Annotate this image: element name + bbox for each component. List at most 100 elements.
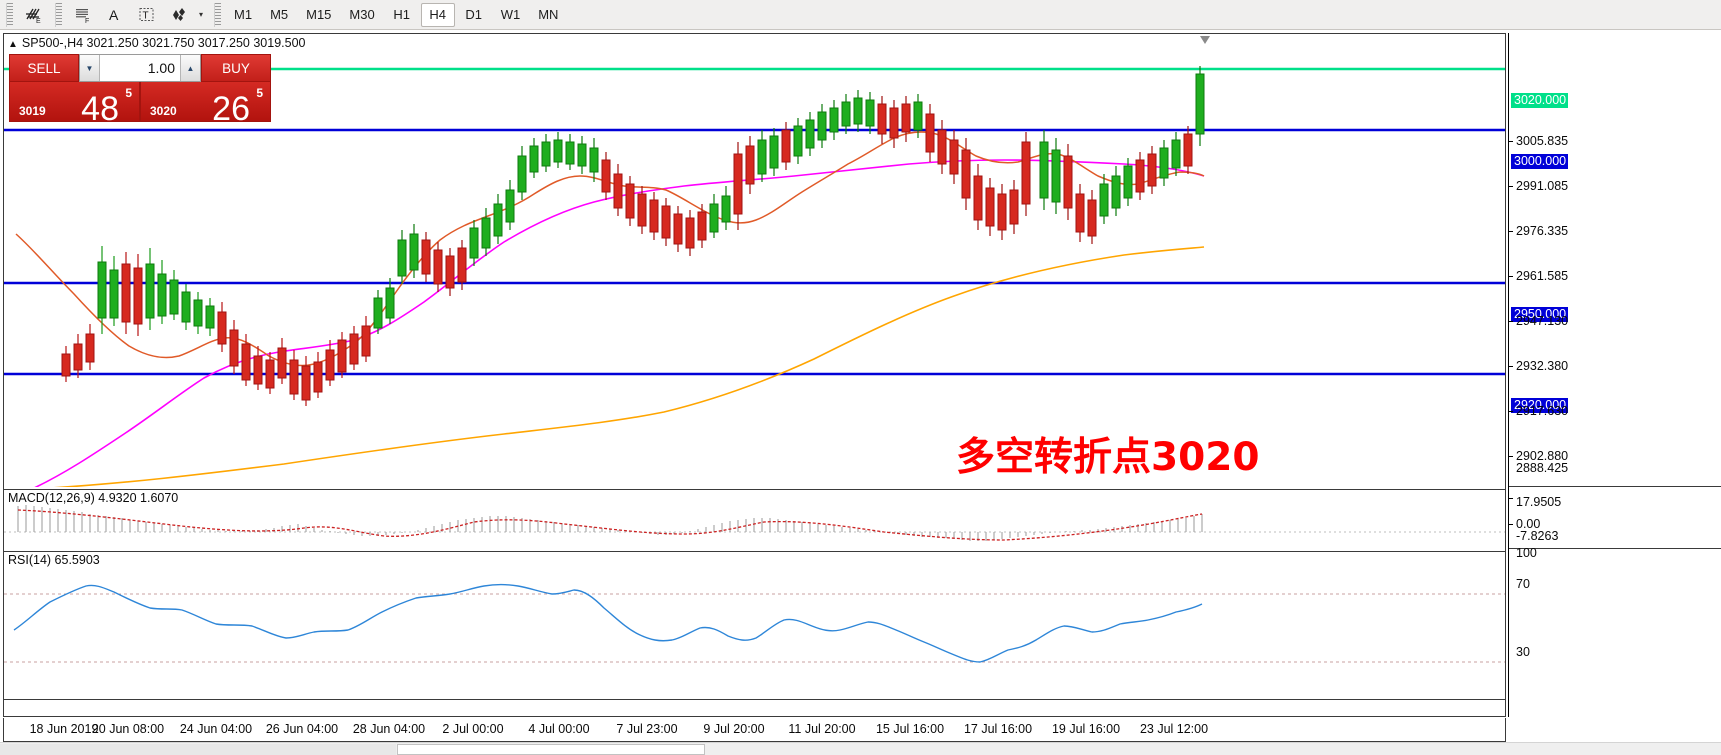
rsi-label: RSI(14) 65.5903 <box>8 553 100 567</box>
price-label-2976: 2976.335 <box>1516 224 1569 238</box>
rsi-line <box>13 583 1203 663</box>
indicator-list-icon[interactable]: F <box>68 2 98 28</box>
time-label: 4 Jul 00:00 <box>528 722 590 736</box>
scrollbar-thumb[interactable] <box>397 744 705 755</box>
time-axis[interactable]: 18 Jun 2019 20 Jun 08:00 24 Jun 04:00 26… <box>3 718 1506 742</box>
svg-text:A: A <box>109 7 119 23</box>
chart-collapse-triangle-icon[interactable]: ▲ <box>8 39 18 50</box>
time-label: 11 Jul 20:00 <box>788 722 856 736</box>
ask-price-main: 26 <box>212 90 250 122</box>
price-axis[interactable]: 3020.000 3000.000 2950.000 2920.000 3005… <box>1508 33 1721 717</box>
price-badge-3020: 3020.000 <box>1511 93 1569 108</box>
price-tick <box>1509 231 1513 232</box>
one-click-trading-price-row: 3019 48 5 3020 26 5 <box>9 82 271 122</box>
time-label: 17 Jul 16:00 <box>963 722 1033 736</box>
objects-dropdown-caret-icon[interactable]: ▾ <box>198 10 203 19</box>
axis-separator-rsi <box>1509 548 1721 549</box>
macd-scale-max: 17.9505 <box>1516 495 1562 509</box>
macd-pane[interactable]: MACD(12,26,9) 4.9320 1.6070 <box>4 489 1505 549</box>
timeframe-m5[interactable]: M5 <box>270 7 289 22</box>
price-badge-2920: 2920.000 <box>1511 398 1569 413</box>
rsi-chart-svg <box>4 552 1505 698</box>
objects-icon[interactable] <box>164 2 194 28</box>
timeframe-h1[interactable]: H1 <box>393 7 411 22</box>
ask-price-block[interactable]: 3020 26 5 <box>140 82 271 122</box>
timeframe-d1[interactable]: D1 <box>465 7 483 22</box>
toolbar-grip-2[interactable] <box>55 2 62 27</box>
text-box-icon[interactable]: T <box>132 2 162 28</box>
chart-quote-text: SP500-,H4 3021.250 3021.750 3017.250 301… <box>21 36 306 50</box>
macd-signal-line <box>17 509 1203 541</box>
price-tick <box>1509 411 1513 412</box>
svg-text:E: E <box>36 18 41 25</box>
svg-text:F: F <box>85 18 89 25</box>
time-label: 15 Jul 16:00 <box>875 722 945 736</box>
price-label-2888: 2888.425 <box>1516 461 1569 475</box>
axis-separator-macd <box>1509 486 1721 487</box>
chart-quote-line: ▲ SP500-,H4 3021.250 3021.750 3017.250 30… <box>8 36 306 50</box>
price-label-2932: 2932.380 <box>1516 359 1569 373</box>
time-label: 23 Jul 12:00 <box>1139 722 1209 736</box>
macd-histogram <box>17 505 1203 541</box>
price-tick <box>1509 498 1513 499</box>
price-tick <box>1509 141 1513 142</box>
scrollbar-track[interactable] <box>0 744 396 755</box>
time-label: 28 Jun 04:00 <box>352 722 426 736</box>
volume-increase-icon[interactable]: ▲ <box>180 55 200 81</box>
macd-scale-min: -7.8263 <box>1516 529 1559 543</box>
ma-medium-line <box>34 159 1205 487</box>
volume-decrease-icon[interactable]: ▼ <box>80 55 100 81</box>
price-label-2902: 2902.880 <box>1516 449 1569 463</box>
chart-frame[interactable]: ▲ SP500-,H4 3021.250 3021.750 3017.250 30… <box>3 33 1506 717</box>
rsi-scale-30: 30 <box>1516 645 1530 659</box>
timeframe-m30[interactable]: M30 <box>349 7 375 22</box>
timeframe-mn[interactable]: MN <box>538 7 559 22</box>
timeframe-m1[interactable]: M1 <box>234 7 253 22</box>
time-label: 7 Jul 23:00 <box>616 722 678 736</box>
price-label-2961: 2961.585 <box>1516 269 1569 283</box>
time-label: 18 Jun 2019 <box>29 722 99 736</box>
price-label-2917: 2917.630 <box>1516 404 1569 418</box>
sell-button[interactable]: SELL <box>9 54 79 82</box>
rsi-scale-70: 70 <box>1516 577 1530 591</box>
price-tick <box>1509 321 1513 322</box>
expert-advisors-icon[interactable]: E <box>19 2 49 28</box>
price-tick <box>1509 186 1513 187</box>
ask-price-prefix: 3020 <box>150 104 177 118</box>
time-label: 2 Jul 00:00 <box>442 722 504 736</box>
toolbar-grip-3[interactable] <box>214 2 221 27</box>
price-pane[interactable]: 多空转折点3020 SELL ▼ 1.00 ▲ BUY 3019 48 <box>4 34 1505 487</box>
timeframe-h4[interactable]: H4 <box>420 2 455 27</box>
rsi-scale-100: 100 <box>1516 546 1537 560</box>
ask-price-fraction: 5 <box>256 86 263 100</box>
macd-tick <box>1509 524 1513 525</box>
price-label-3005: 3005.835 <box>1516 134 1569 148</box>
bid-price-main: 48 <box>81 90 119 122</box>
timeframe-w1[interactable]: W1 <box>500 7 521 22</box>
one-click-trading-top-row: SELL ▼ 1.00 ▲ BUY <box>9 54 271 82</box>
price-tick <box>1509 276 1513 277</box>
bid-price-block[interactable]: 3019 48 5 <box>9 82 140 122</box>
time-label: 26 Jun 04:00 <box>265 722 339 736</box>
volume-stepper[interactable]: ▼ 1.00 ▲ <box>79 54 201 82</box>
time-pane-spacer <box>4 699 1505 716</box>
macd-scale-zero: 0.00 <box>1516 517 1541 531</box>
one-click-trading-panel[interactable]: SELL ▼ 1.00 ▲ BUY 3019 48 5 3020 <box>9 54 271 122</box>
volume-value[interactable]: 1.00 <box>100 55 180 81</box>
time-label: 19 Jul 16:00 <box>1051 722 1121 736</box>
toolbar-grip-1[interactable] <box>6 2 13 27</box>
price-badge-2950: 2950.000 <box>1511 307 1569 322</box>
text-label-icon[interactable]: A <box>100 2 130 28</box>
rsi-pane[interactable]: RSI(14) 65.5903 <box>4 551 1505 698</box>
buy-button[interactable]: BUY <box>201 54 271 82</box>
timeframe-m15[interactable]: M15 <box>306 7 332 22</box>
macd-chart-svg <box>4 490 1505 549</box>
chart-annotation-text: 多空转折点3020 <box>956 435 1260 480</box>
price-badge-3000: 3000.000 <box>1511 154 1569 169</box>
svg-text:T: T <box>143 10 149 21</box>
time-label: 20 Jun 08:00 <box>91 722 165 736</box>
current-bar-marker-icon <box>1200 36 1210 44</box>
horizontal-scrollbar[interactable] <box>0 742 1721 755</box>
price-label-2947: 2947.130 <box>1516 314 1569 328</box>
